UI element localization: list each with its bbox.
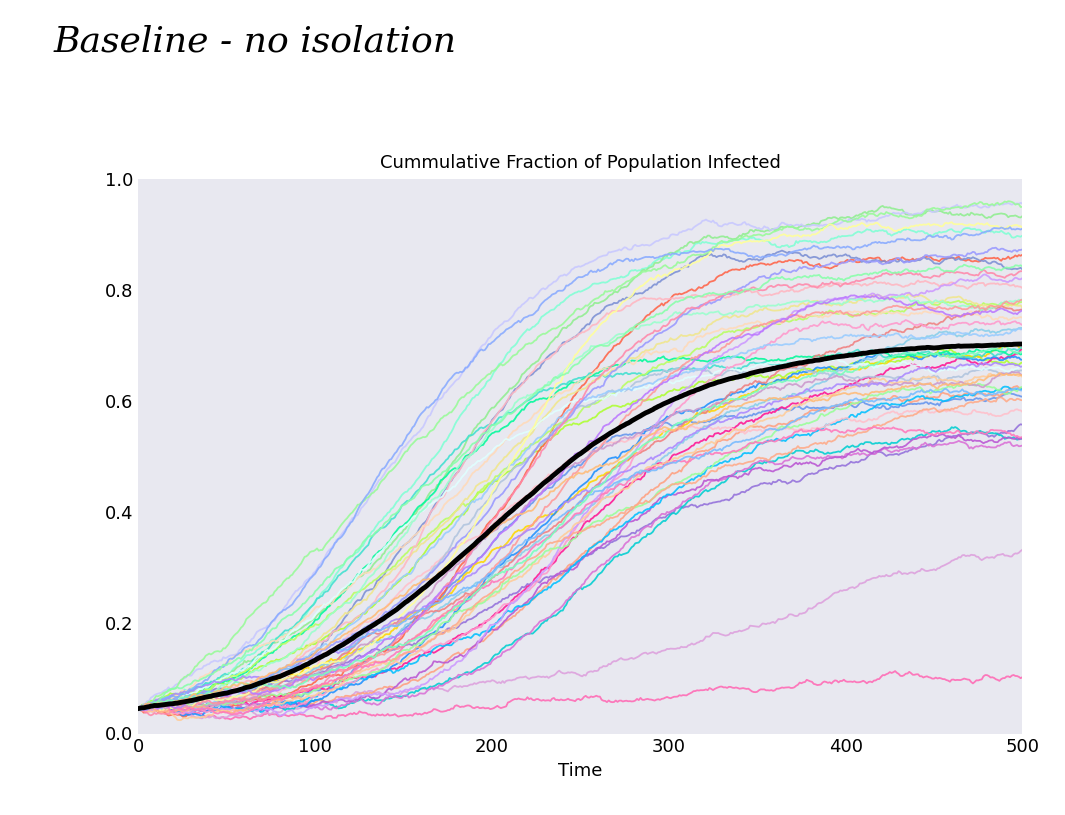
Title: Cummulative Fraction of Population Infected: Cummulative Fraction of Population Infec… — [380, 154, 781, 172]
X-axis label: Time: Time — [558, 762, 603, 780]
Text: Baseline - no isolation: Baseline - no isolation — [53, 24, 456, 59]
